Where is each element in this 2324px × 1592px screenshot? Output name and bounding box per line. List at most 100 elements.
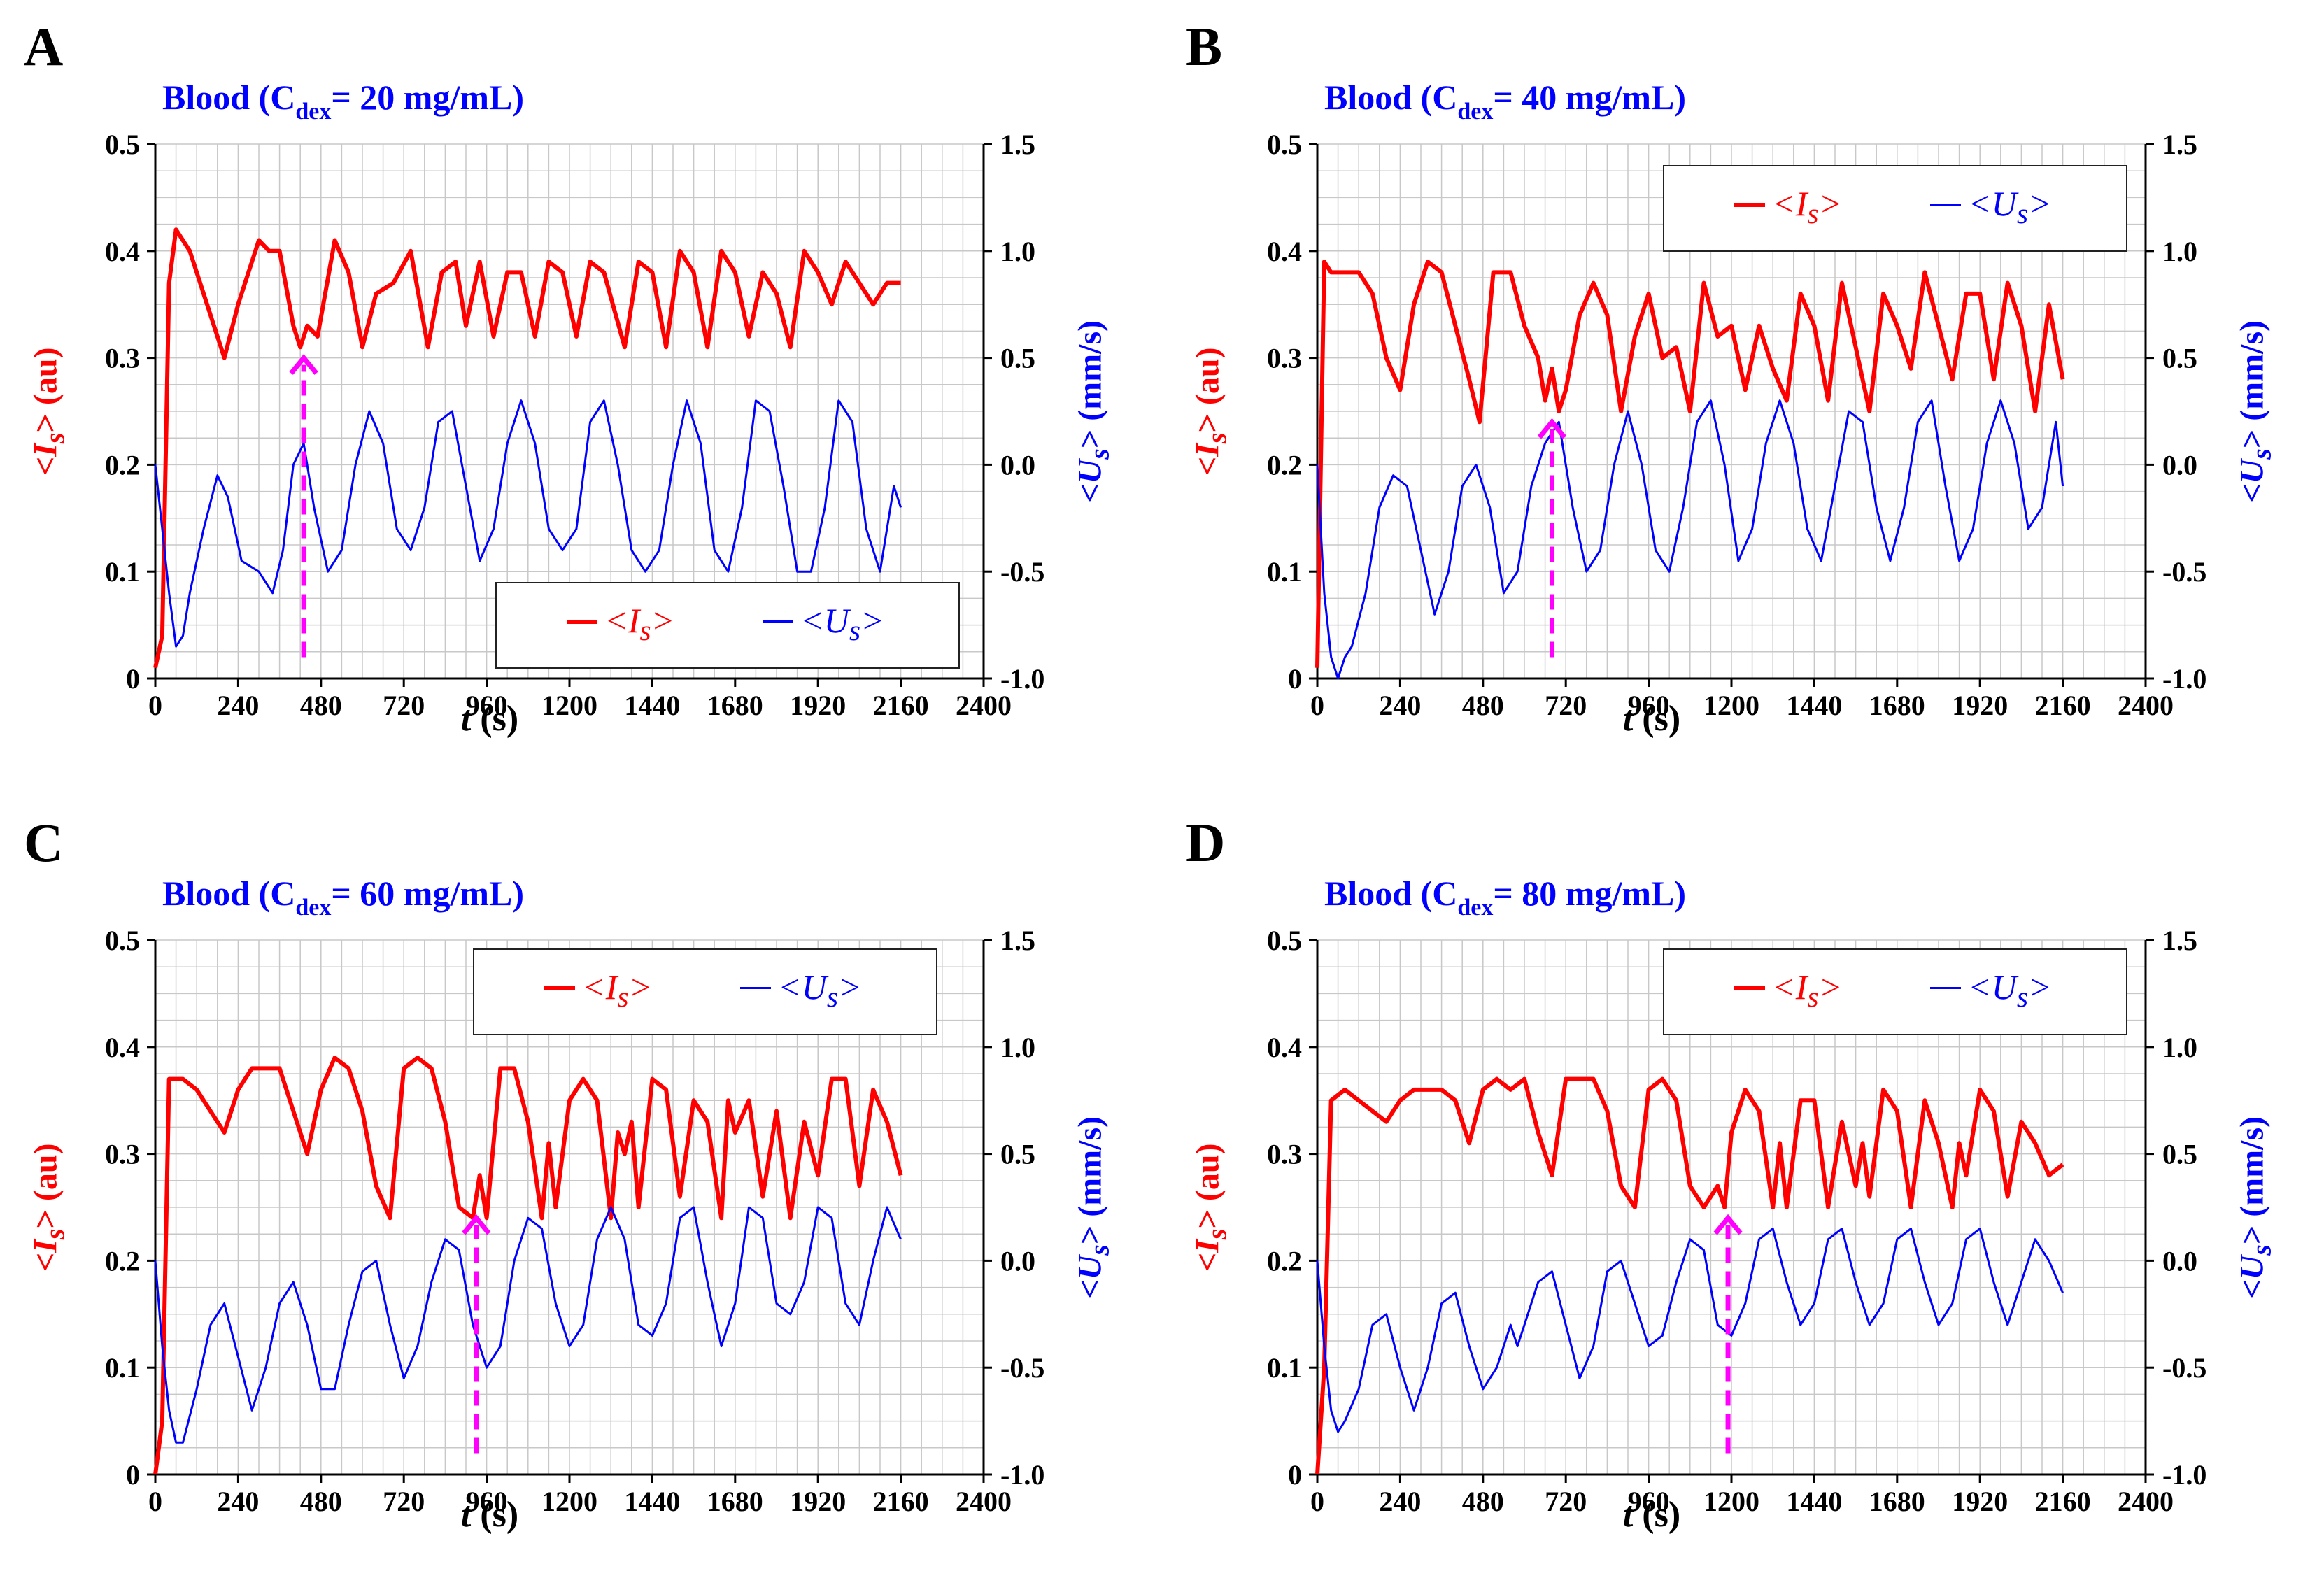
- y-left-tick-label: 0.3: [1267, 1139, 1302, 1170]
- y-left-tick-label: 0.1: [1267, 1352, 1302, 1384]
- y-left-tick-label: 0.4: [105, 1032, 140, 1063]
- y-right-tick-label: -0.5: [1000, 1352, 1044, 1384]
- y-left-tick-label: 0: [126, 1459, 140, 1491]
- y-right-tick-label: -0.5: [1000, 556, 1044, 588]
- y-right-tick-label: 1.0: [2162, 1032, 2197, 1063]
- x-tick-label: 240: [1379, 1486, 1421, 1517]
- x-tick-label: 960: [466, 690, 508, 721]
- y-left-tick-label: 0.5: [105, 129, 140, 160]
- x-tick-label: 1680: [707, 690, 763, 721]
- x-tick-label: 1440: [624, 690, 680, 721]
- x-tick-label: 960: [1628, 690, 1670, 721]
- x-tick-label: 1440: [1786, 690, 1842, 721]
- x-tick-label: 1200: [541, 690, 597, 721]
- y-left-tick-label: 0.2: [105, 1245, 140, 1277]
- y-right-tick-label: -0.5: [2162, 556, 2206, 588]
- x-tick-label: 960: [1628, 1486, 1670, 1517]
- chart-title: Blood (Cdex= 60 mg/mL): [162, 874, 525, 921]
- y-right-tick-label: 0.5: [2162, 1139, 2197, 1170]
- y-axis-right-label: <Us> (mm/s): [1071, 320, 1115, 503]
- y-right-tick-label: 0.5: [1000, 1139, 1035, 1170]
- x-tick-label: 1680: [707, 1486, 763, 1517]
- y-right-tick-label: -1.0: [2162, 663, 2206, 695]
- y-left-tick-label: 0.4: [105, 236, 140, 267]
- x-tick-label: 1920: [790, 1486, 846, 1517]
- panel-letter: B: [1186, 16, 1223, 77]
- legend-velocity: <Us>: [740, 969, 862, 1013]
- x-tick-label: 240: [1379, 690, 1421, 721]
- x-tick-label: 0: [148, 1486, 162, 1517]
- panel-letter: C: [24, 812, 64, 873]
- arrow-head: [1713, 1214, 1743, 1235]
- y-right-tick-label: 1.5: [1000, 129, 1035, 160]
- y-right-tick-label: 0.5: [1000, 343, 1035, 374]
- arrow-head: [289, 354, 318, 375]
- x-tick-label: 480: [300, 1486, 342, 1517]
- y-right-tick-label: 0.0: [1000, 449, 1035, 481]
- series-intensity-line: [1315, 1076, 2064, 1475]
- x-tick-label: 2400: [956, 690, 1012, 721]
- x-tick-label: 720: [383, 690, 425, 721]
- y-right-tick-label: -0.5: [2162, 1352, 2206, 1384]
- y-right-tick-label: 0.0: [2162, 449, 2197, 481]
- panel-letter: A: [24, 16, 64, 77]
- x-tick-label: 1920: [1952, 1486, 2008, 1517]
- y-right-tick-label: 1.5: [2162, 925, 2197, 956]
- x-tick-label: 1920: [790, 690, 846, 721]
- chart-plot: 0 240 480 720 960 1200 1440 1680 1920 2160 2400 0 0.…: [105, 129, 1044, 721]
- x-axis-label: t (s): [460, 1495, 519, 1535]
- y-axis-right-label: <Us> (mm/s): [2233, 320, 2277, 503]
- arrow-head: [462, 1214, 491, 1235]
- y-left-tick-label: 0.1: [105, 556, 140, 588]
- series-intensity-line: [1315, 260, 2065, 668]
- y-left-tick-label: 0.4: [1267, 1032, 1302, 1063]
- chart-plot: 0 240 480 720 960 1200 1440 1680 1920 2160 2400 0 0.…: [1267, 925, 2206, 1517]
- x-tick-label: 1200: [1703, 690, 1759, 721]
- y-axis-left-label: <Is> (au): [27, 347, 71, 476]
- x-tick-label: 2160: [873, 1486, 929, 1517]
- y-right-tick-label: 1.0: [1000, 236, 1035, 267]
- x-tick-label: 1440: [1786, 1486, 1842, 1517]
- legend: <Is> <Us>: [1663, 948, 2127, 1035]
- y-right-tick-label: 0.5: [2162, 343, 2197, 374]
- legend-velocity: <Us>: [1930, 186, 2052, 229]
- x-tick-label: 240: [217, 1486, 259, 1517]
- series-velocity-line: [154, 1206, 902, 1444]
- x-tick-label: 1200: [1703, 1486, 1759, 1517]
- x-axis-label: t (s): [460, 699, 519, 739]
- y-left-tick-label: 0.5: [105, 925, 140, 956]
- x-tick-label: 240: [217, 690, 259, 721]
- chart-title: Blood (Cdex= 20 mg/mL): [162, 78, 525, 125]
- x-tick-label: 2160: [873, 690, 929, 721]
- legend: <Is> <Us>: [1663, 165, 2127, 252]
- x-tick-label: 480: [1462, 1486, 1504, 1517]
- y-right-tick-label: 1.5: [2162, 129, 2197, 160]
- y-axis-left-label: <Is> (au): [27, 1143, 71, 1272]
- series-intensity-line: [153, 1056, 903, 1475]
- y-axis-left-label: <Is> (au): [1189, 1143, 1233, 1272]
- x-tick-label: 720: [1545, 690, 1587, 721]
- x-tick-label: 1200: [541, 1486, 597, 1517]
- y-left-tick-label: 0.3: [1267, 343, 1302, 374]
- y-axis-right-label: <Us> (mm/s): [1071, 1116, 1115, 1299]
- y-right-tick-label: 0.0: [1000, 1245, 1035, 1277]
- series-velocity-line: [1316, 1228, 2064, 1433]
- y-left-tick-label: 0.3: [105, 343, 140, 374]
- panel-c: C Blood (Cdex= 60 mg/mL) 0 240 480 720 960 12…: [0, 796, 1162, 1592]
- x-tick-label: 2160: [2035, 690, 2091, 721]
- y-right-tick-label: -1.0: [1000, 1459, 1044, 1491]
- y-axis-left-label: <Is> (au): [1189, 347, 1233, 476]
- y-right-tick-label: -1.0: [2162, 1459, 2206, 1491]
- panel-d: D Blood (Cdex= 80 mg/mL) 0 240 480 720 960 12…: [1162, 796, 2324, 1592]
- legend-intensity: <Is>: [1734, 969, 1842, 1013]
- x-tick-label: 1680: [1869, 1486, 1925, 1517]
- x-axis-label: t (s): [1622, 699, 1681, 739]
- y-left-tick-label: 0.2: [1267, 1245, 1302, 1277]
- x-tick-label: 960: [466, 1486, 508, 1517]
- y-left-tick-label: 0.5: [1267, 925, 1302, 956]
- y-left-tick-label: 0.1: [1267, 556, 1302, 588]
- legend-intensity: <Is>: [1734, 186, 1842, 229]
- x-tick-label: 2400: [2118, 690, 2174, 721]
- x-tick-label: 2400: [2118, 1486, 2174, 1517]
- x-tick-label: 480: [1462, 690, 1504, 721]
